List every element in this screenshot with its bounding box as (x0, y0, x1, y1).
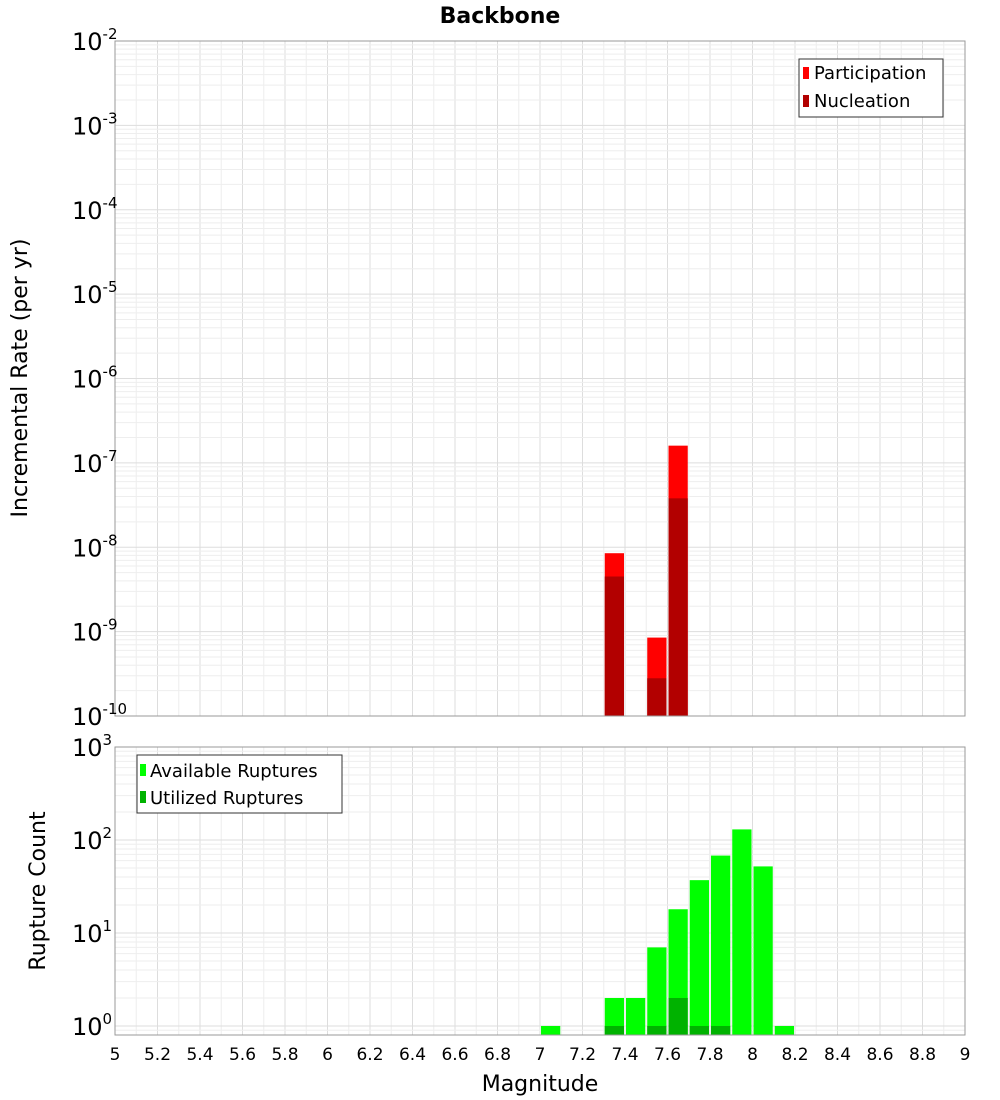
x-tick-label: 8.2 (781, 1045, 808, 1065)
x-tick-label: 7.8 (696, 1045, 723, 1065)
x-tick-label: 5 (110, 1045, 121, 1065)
legend-swatch-nucleation (803, 95, 809, 107)
bottom-bar-available-ruptures (541, 1025, 561, 1035)
top-y-tick-label: 10-6 (72, 363, 118, 394)
bottom-y-tick-label: 102 (72, 824, 112, 855)
bottom-y-tick-label: 103 (72, 731, 112, 762)
top-y-tick-label: 10-3 (72, 109, 118, 140)
bottom-y-tick-label: 100 (72, 1010, 112, 1041)
top-y-tick-label: 10-9 (72, 616, 118, 647)
top-bar-nucleation (647, 678, 667, 716)
legend-label-utilized: Utilized Ruptures (150, 788, 303, 809)
x-tick-label: 6 (322, 1045, 333, 1065)
top-plot-frame (114, 40, 966, 717)
x-tick-label: 7 (535, 1045, 546, 1065)
x-tick-label: 7.2 (569, 1045, 596, 1065)
top-legend-box (798, 58, 944, 118)
x-axis-ticks: 5 5.2 5.4 5.6 5.8 6 6.2 6.4 6.6 6.8 7 7.2 7.4 7.6 7.8 8… (110, 1045, 971, 1065)
x-tick-label: 6.4 (399, 1045, 426, 1065)
bottom-bar-available-ruptures (689, 880, 709, 1035)
bottom-bar-utilized-ruptures (647, 1025, 667, 1035)
x-tick-label: 7.6 (654, 1045, 681, 1065)
top-y-axis-ticks: 10-2 10-3 10-4 10-5 10-6 10-7 10-8 10-9 10-10 (72, 25, 127, 731)
bottom-bar-available-ruptures (604, 997, 624, 1035)
bottom-y-tick-label: 101 (72, 917, 112, 948)
x-tick-label: 7.4 (611, 1045, 638, 1065)
bottom-bar-available-ruptures (647, 947, 667, 1035)
bottom-bar-available-ruptures (774, 1025, 794, 1035)
top-y-axis-label: Incremental Rate (per yr) (8, 239, 33, 518)
top-legend[interactable]: Participation Nucleation (798, 58, 944, 118)
top-y-tick-label: 10-10 (72, 700, 127, 731)
x-tick-label: 6.6 (441, 1045, 468, 1065)
bottom-plot-frame (114, 746, 966, 1036)
legend-swatch-participation (803, 67, 809, 79)
x-tick-label: 8.8 (909, 1045, 936, 1065)
chart-title: Backbone (440, 4, 561, 29)
top-bar-nucleation (668, 498, 688, 716)
x-tick-label: 8.6 (866, 1045, 893, 1065)
bottom-bar-utilized-ruptures (689, 1025, 709, 1035)
top-y-tick-label: 10-5 (72, 278, 118, 309)
top-bar-nucleation (604, 576, 624, 716)
bottom-bar-available-ruptures (753, 866, 773, 1035)
x-tick-label: 5.8 (271, 1045, 298, 1065)
x-tick-label: 6.8 (484, 1045, 511, 1065)
bottom-y-axis-label: Rupture Count (26, 811, 51, 971)
legend-label-participation: Participation (814, 63, 926, 84)
bottom-bar-available-ruptures (626, 997, 646, 1035)
x-tick-label: 8 (747, 1045, 758, 1065)
x-tick-label: 9 (960, 1045, 971, 1065)
bottom-bar-utilized-ruptures (668, 997, 688, 1035)
x-tick-label: 8.4 (824, 1045, 851, 1065)
x-tick-label: 5.2 (144, 1045, 171, 1065)
legend-swatch-available (140, 764, 146, 776)
x-tick-label: 5.6 (229, 1045, 256, 1065)
bottom-y-axis-ticks: 103 102 101 100 (72, 731, 112, 1041)
bottom-plot-bars (541, 829, 794, 1035)
bottom-bar-available-ruptures (732, 829, 752, 1035)
bottom-bar-utilized-ruptures (711, 1025, 731, 1035)
top-plot-grid (114, 40, 966, 717)
bottom-bar-available-ruptures (711, 855, 731, 1035)
bottom-bar-utilized-ruptures (604, 1025, 624, 1035)
bottom-legend[interactable]: Available Ruptures Utilized Ruptures (136, 754, 343, 814)
bottom-legend-box (136, 754, 343, 814)
legend-swatch-utilized (140, 791, 146, 803)
top-y-tick-label: 10-8 (72, 531, 118, 562)
x-tick-label: 5.4 (186, 1045, 213, 1065)
x-axis-label: Magnitude (482, 1072, 599, 1097)
top-y-tick-label: 10-7 (72, 447, 118, 478)
legend-label-nucleation: Nucleation (814, 91, 910, 112)
top-y-tick-label: 10-4 (72, 194, 118, 225)
top-plot-bars (604, 445, 688, 716)
top-y-tick-label: 10-2 (72, 25, 118, 56)
x-tick-label: 6.2 (356, 1045, 383, 1065)
legend-label-available: Available Ruptures (150, 761, 318, 782)
